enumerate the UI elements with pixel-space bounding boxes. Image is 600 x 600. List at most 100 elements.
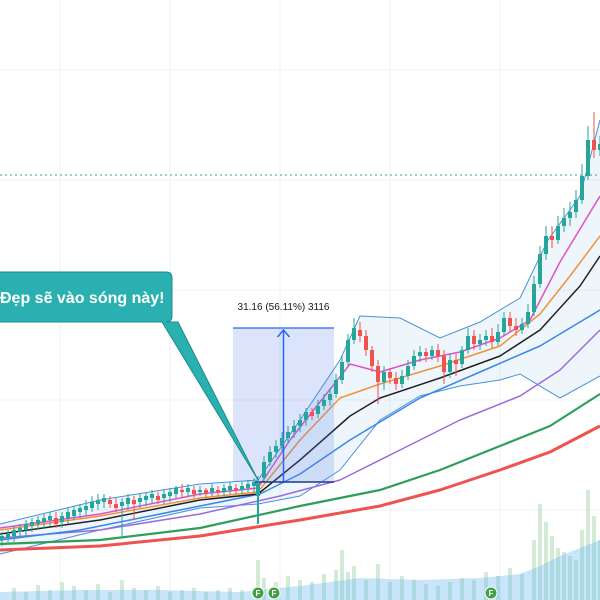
candle-body [568,212,572,218]
candle-body [36,520,40,524]
candle-body [174,488,178,494]
volume-bar [72,586,76,600]
candle-body [246,484,250,488]
candle-body [352,328,356,340]
candle-body [424,352,428,356]
candle-body [60,516,64,522]
candle-body [454,360,458,364]
volume-bar [598,540,600,600]
moving-average-line [0,195,600,529]
candle-body [222,488,226,492]
callout-text: Đẹp sẽ vào sóng này! [0,290,165,307]
volume-bar [168,592,172,600]
candle-body [310,412,314,416]
candle-body [574,200,578,212]
band-lower [0,373,600,555]
volume-bar [180,590,184,600]
volume-bar [108,592,112,600]
candle-body [466,336,470,350]
event-marker-f[interactable]: F [251,586,265,600]
volume-bar [532,540,536,600]
candle-body [108,500,112,504]
candle-body [358,330,362,336]
candle-body [532,284,536,312]
candlesticks [0,112,600,546]
candle-body [538,254,542,284]
volume-bar [36,585,40,600]
candle-body [460,350,464,364]
volume-bar [84,590,88,600]
volume-bar [60,582,64,600]
event-marker-circle [251,586,265,600]
candle-body [586,140,590,176]
band-upper [0,119,600,525]
moving-average-line [0,235,600,531]
candle-body [252,482,256,486]
candle-body [24,524,28,530]
volume-bar [156,586,160,600]
volume-bar [400,576,404,600]
candle-body [412,356,416,366]
candle-body [514,326,518,330]
candle-body [54,518,58,524]
volume-bar [322,574,326,600]
candle-body [192,490,196,494]
volume-bar [120,580,124,600]
candle-body [592,140,596,150]
measure-arrow-head [276,328,291,338]
volume-bar [556,548,560,600]
volume-bar [436,586,440,600]
candle-body [198,490,202,492]
candle-body [520,324,524,330]
volume-bar [96,584,100,600]
candle-body [156,496,160,500]
candle-body [484,336,488,340]
callout-bubble[interactable] [0,271,259,481]
candle-body [262,462,266,478]
measure-label: 31.16 (56.11%) 3116 [238,302,330,313]
volume-bar [346,572,350,600]
candle-body [228,486,232,490]
candle-body [322,400,326,406]
candle-body [138,498,142,502]
candle-body [0,536,4,540]
volume-bar [228,588,232,600]
candle-body [418,352,422,356]
candle-body [304,412,308,420]
event-marker-label: F [256,589,261,598]
candle-body [234,488,238,490]
candle-body [430,350,434,356]
price-range-tool[interactable]: 31.16 (56.11%) 3116 [233,302,334,482]
candle-body [274,446,278,452]
candle-body [114,504,118,508]
candle-body [6,534,10,538]
volume-bar [48,590,52,600]
volume-bar [12,588,16,600]
candle-body [298,420,302,426]
volume-bar [580,530,584,600]
candle-body [448,360,452,372]
volume-bar [364,580,368,600]
event-marker-f[interactable]: F [484,586,498,600]
candle-body [496,332,500,342]
event-marker-circle [484,586,498,600]
candle-body [370,350,374,366]
volume-bar [484,572,488,600]
callout[interactable]: Đẹp sẽ vào sóng này! [0,271,259,481]
moving-average-line [0,393,600,546]
candle-body [42,518,46,522]
candle-body [472,336,476,344]
volume-bar [424,584,428,600]
volume-bar [256,560,260,600]
candle-body [328,394,332,400]
candle-body [280,438,284,446]
volume-bar [562,552,566,600]
candle-body [580,176,584,200]
volume-bar [586,490,590,600]
moving-average-line [0,329,600,539]
volume-bar [538,504,542,600]
volume-ma-area [0,540,600,600]
event-marker-f[interactable]: F [267,586,281,600]
